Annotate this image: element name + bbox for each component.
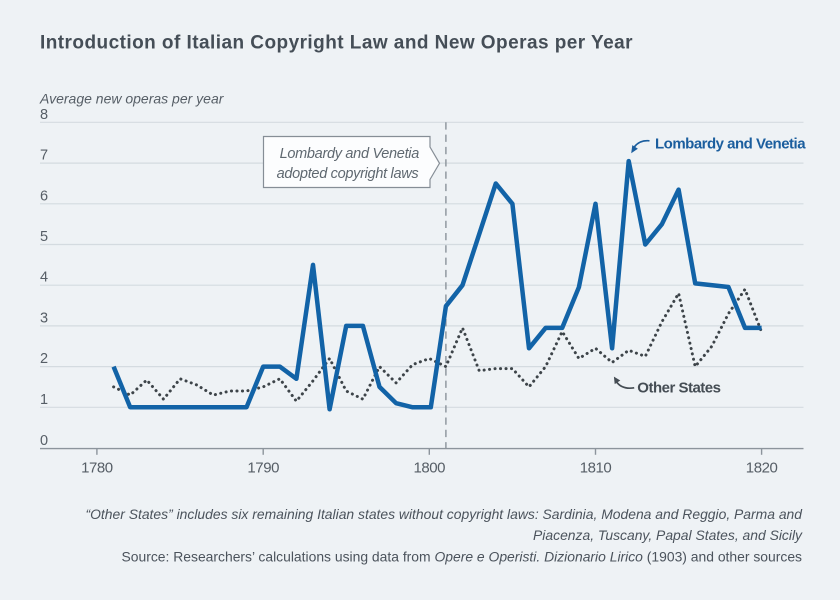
svg-text:2: 2: [40, 351, 48, 367]
svg-text:0: 0: [40, 433, 48, 449]
svg-text:Other States: Other States: [637, 380, 720, 397]
svg-text:1780: 1780: [81, 460, 113, 477]
svg-text:Average new operas per year: Average new operas per year: [39, 91, 225, 107]
svg-text:5: 5: [40, 229, 48, 245]
svg-text:Source: Researchers’ calculati: Source: Researchers’ calculations using …: [122, 548, 803, 564]
svg-text:1810: 1810: [580, 460, 612, 477]
svg-text:Lombardy and Venetia: Lombardy and Venetia: [280, 146, 420, 162]
svg-text:1800: 1800: [414, 460, 446, 477]
svg-text:7: 7: [40, 148, 48, 164]
svg-text:8: 8: [40, 107, 48, 123]
svg-text:3: 3: [40, 310, 48, 326]
svg-text:6: 6: [40, 188, 48, 204]
svg-text:1: 1: [40, 392, 48, 408]
svg-text:1820: 1820: [746, 460, 778, 477]
svg-text:Lombardy and Venetia: Lombardy and Venetia: [655, 136, 806, 153]
svg-text:Introduction of Italian Copyri: Introduction of Italian Copyright Law an…: [40, 33, 633, 54]
svg-text:4: 4: [40, 270, 48, 286]
svg-text:“Other States” includes six re: “Other States” includes six remaining It…: [85, 506, 803, 522]
svg-text:adopted copyright laws: adopted copyright laws: [277, 166, 419, 182]
svg-text:1790: 1790: [247, 460, 279, 477]
svg-text:Piacenza, Tuscany, Papal State: Piacenza, Tuscany, Papal States, and Sic…: [533, 527, 803, 543]
